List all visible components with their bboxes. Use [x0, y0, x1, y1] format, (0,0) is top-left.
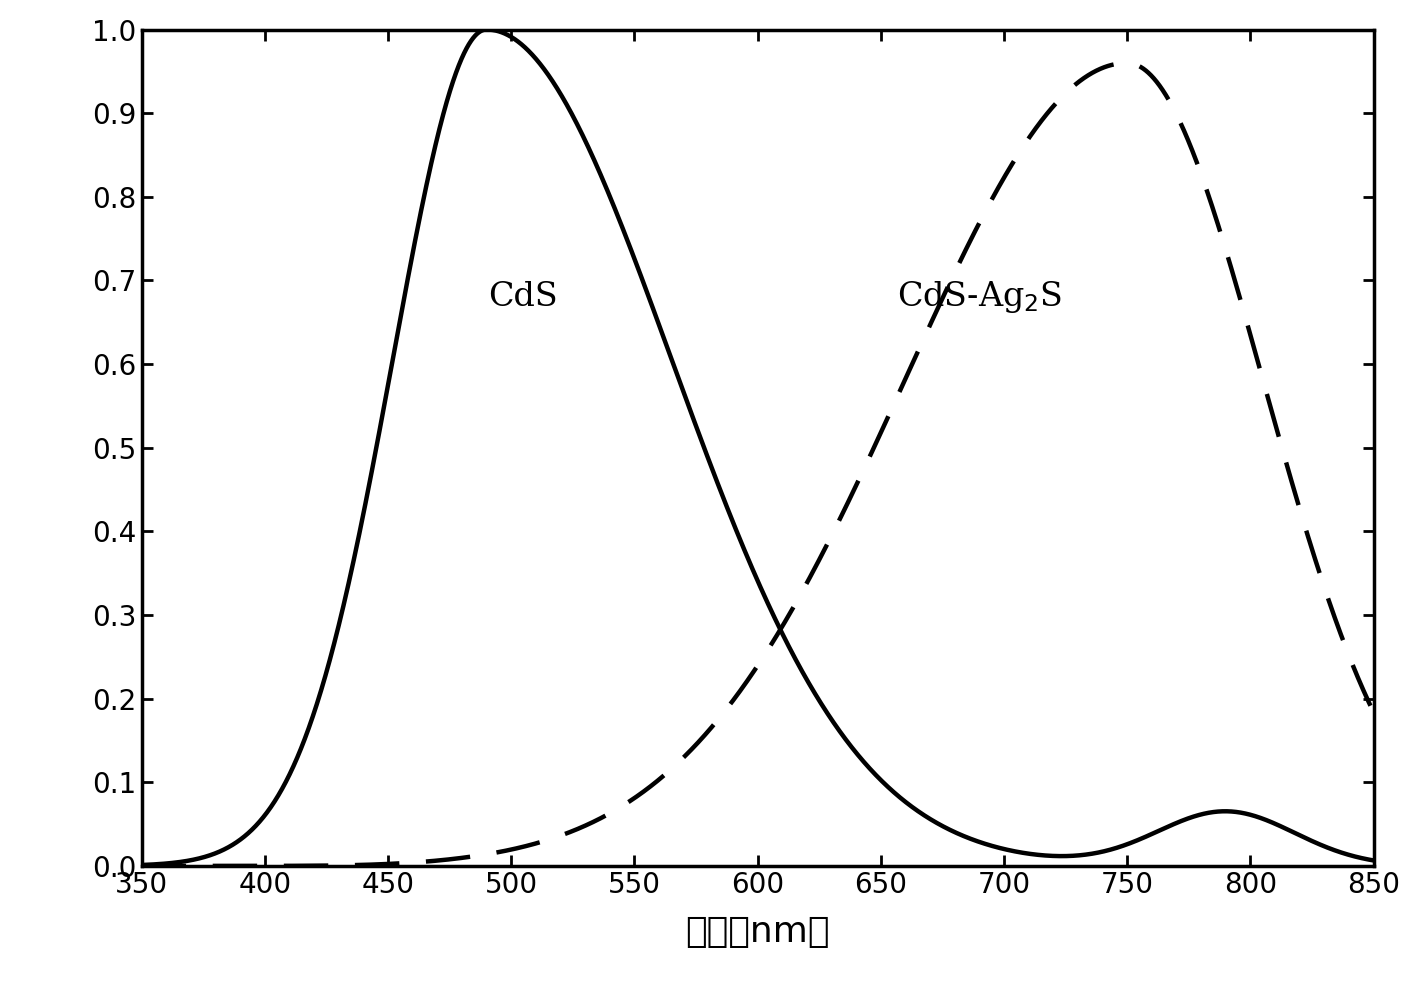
Text: CdS-Ag$_2$S: CdS-Ag$_2$S — [896, 279, 1062, 315]
X-axis label: 波长（nm）: 波长（nm） — [685, 915, 830, 950]
Text: CdS: CdS — [489, 281, 558, 313]
